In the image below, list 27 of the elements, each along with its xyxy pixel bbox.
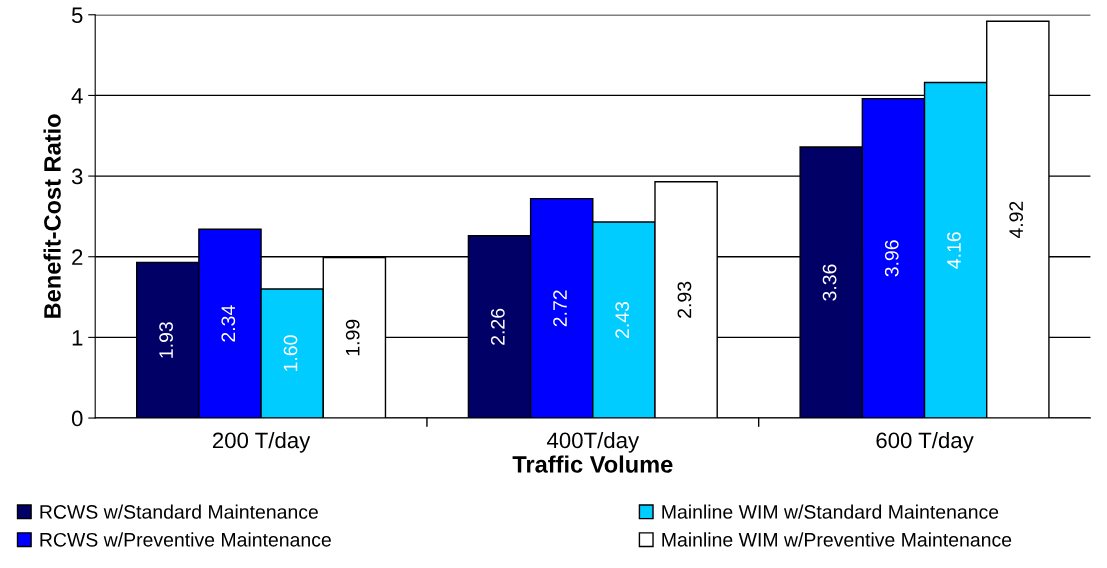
data-label: 1.99	[345, 319, 360, 356]
x-tick-label: 400T/day	[546, 431, 640, 453]
y-tick-label: 4	[71, 88, 83, 104]
x-tick-label: 600 T/day	[876, 431, 974, 453]
y-tick-label: 2	[72, 249, 83, 265]
data-label: 2.43	[615, 301, 630, 338]
y-tick-label: 1	[72, 330, 83, 346]
data-label: 2.93	[677, 281, 692, 318]
y-tick-label: 0	[71, 410, 83, 427]
data-label: 2.34	[221, 305, 236, 342]
legend-label: Mainline WIM w/Preventive Maintenance	[662, 532, 1012, 547]
legend-label: RCWS w/Standard Maintenance	[40, 504, 318, 519]
data-label: 4.92	[1009, 201, 1024, 239]
y-tick-label: 5	[71, 7, 83, 24]
data-label: 4.16	[947, 232, 961, 269]
legend-label: Mainline WIM w/Standard Maintenance	[662, 504, 999, 519]
data-label: 3.96	[884, 240, 899, 277]
data-label: 2.26	[490, 308, 505, 345]
data-label: 2.72	[553, 290, 567, 327]
data-label: 1.60	[283, 335, 298, 371]
y-tick-label: 3	[71, 168, 83, 185]
data-label: 1.93	[159, 322, 173, 358]
legend-label: RCWS w/Preventive Maintenance	[40, 532, 331, 547]
y-axis-title: Benefit-Cost Ratio	[43, 114, 61, 318]
data-label: 3.36	[822, 264, 837, 301]
x-tick-label: 200 T/day	[212, 431, 311, 453]
x-axis-title: Traffic Volume	[512, 455, 673, 473]
